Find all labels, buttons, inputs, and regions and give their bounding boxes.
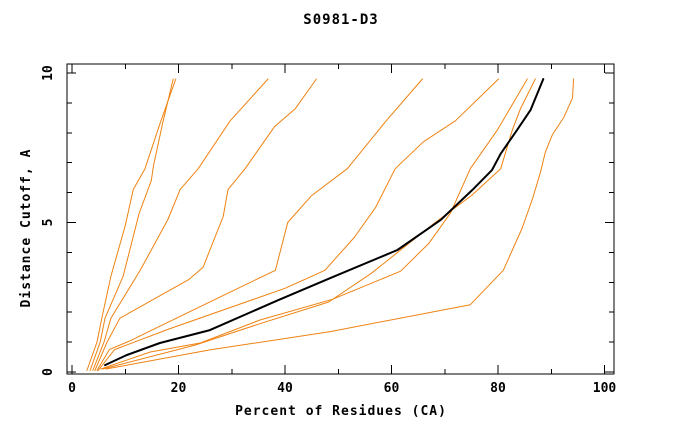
x-tick-label: 20	[171, 381, 187, 396]
curve-black-highlight	[104, 78, 545, 367]
curve-orange-8	[102, 78, 536, 370]
curve-orange-7	[100, 78, 528, 370]
curve-orange-2	[89, 78, 174, 371]
curve-orange-3	[92, 78, 269, 371]
x-tick-label: 100	[593, 381, 617, 396]
curve-orange-4	[94, 78, 317, 371]
plot-frame	[66, 63, 615, 375]
y-tick-label: 5	[41, 219, 56, 227]
chart-title: S0981-D3	[303, 12, 379, 28]
x-tick-label: 80	[490, 381, 506, 396]
y-tick-label: 0	[41, 368, 56, 376]
curve-orange-1	[86, 78, 177, 371]
curve-orange-5	[96, 78, 423, 371]
x-tick-label: 60	[384, 381, 400, 396]
curve-orange-9	[105, 78, 575, 370]
x-axis-title: Percent of Residues (CA)	[235, 404, 447, 419]
x-tick-label: 40	[277, 381, 293, 396]
x-tick-label: 0	[68, 381, 76, 396]
y-tick-label: 10	[41, 65, 56, 81]
y-axis-title: Distance Cutoff, A	[19, 148, 34, 308]
curve-orange-6	[97, 78, 499, 371]
